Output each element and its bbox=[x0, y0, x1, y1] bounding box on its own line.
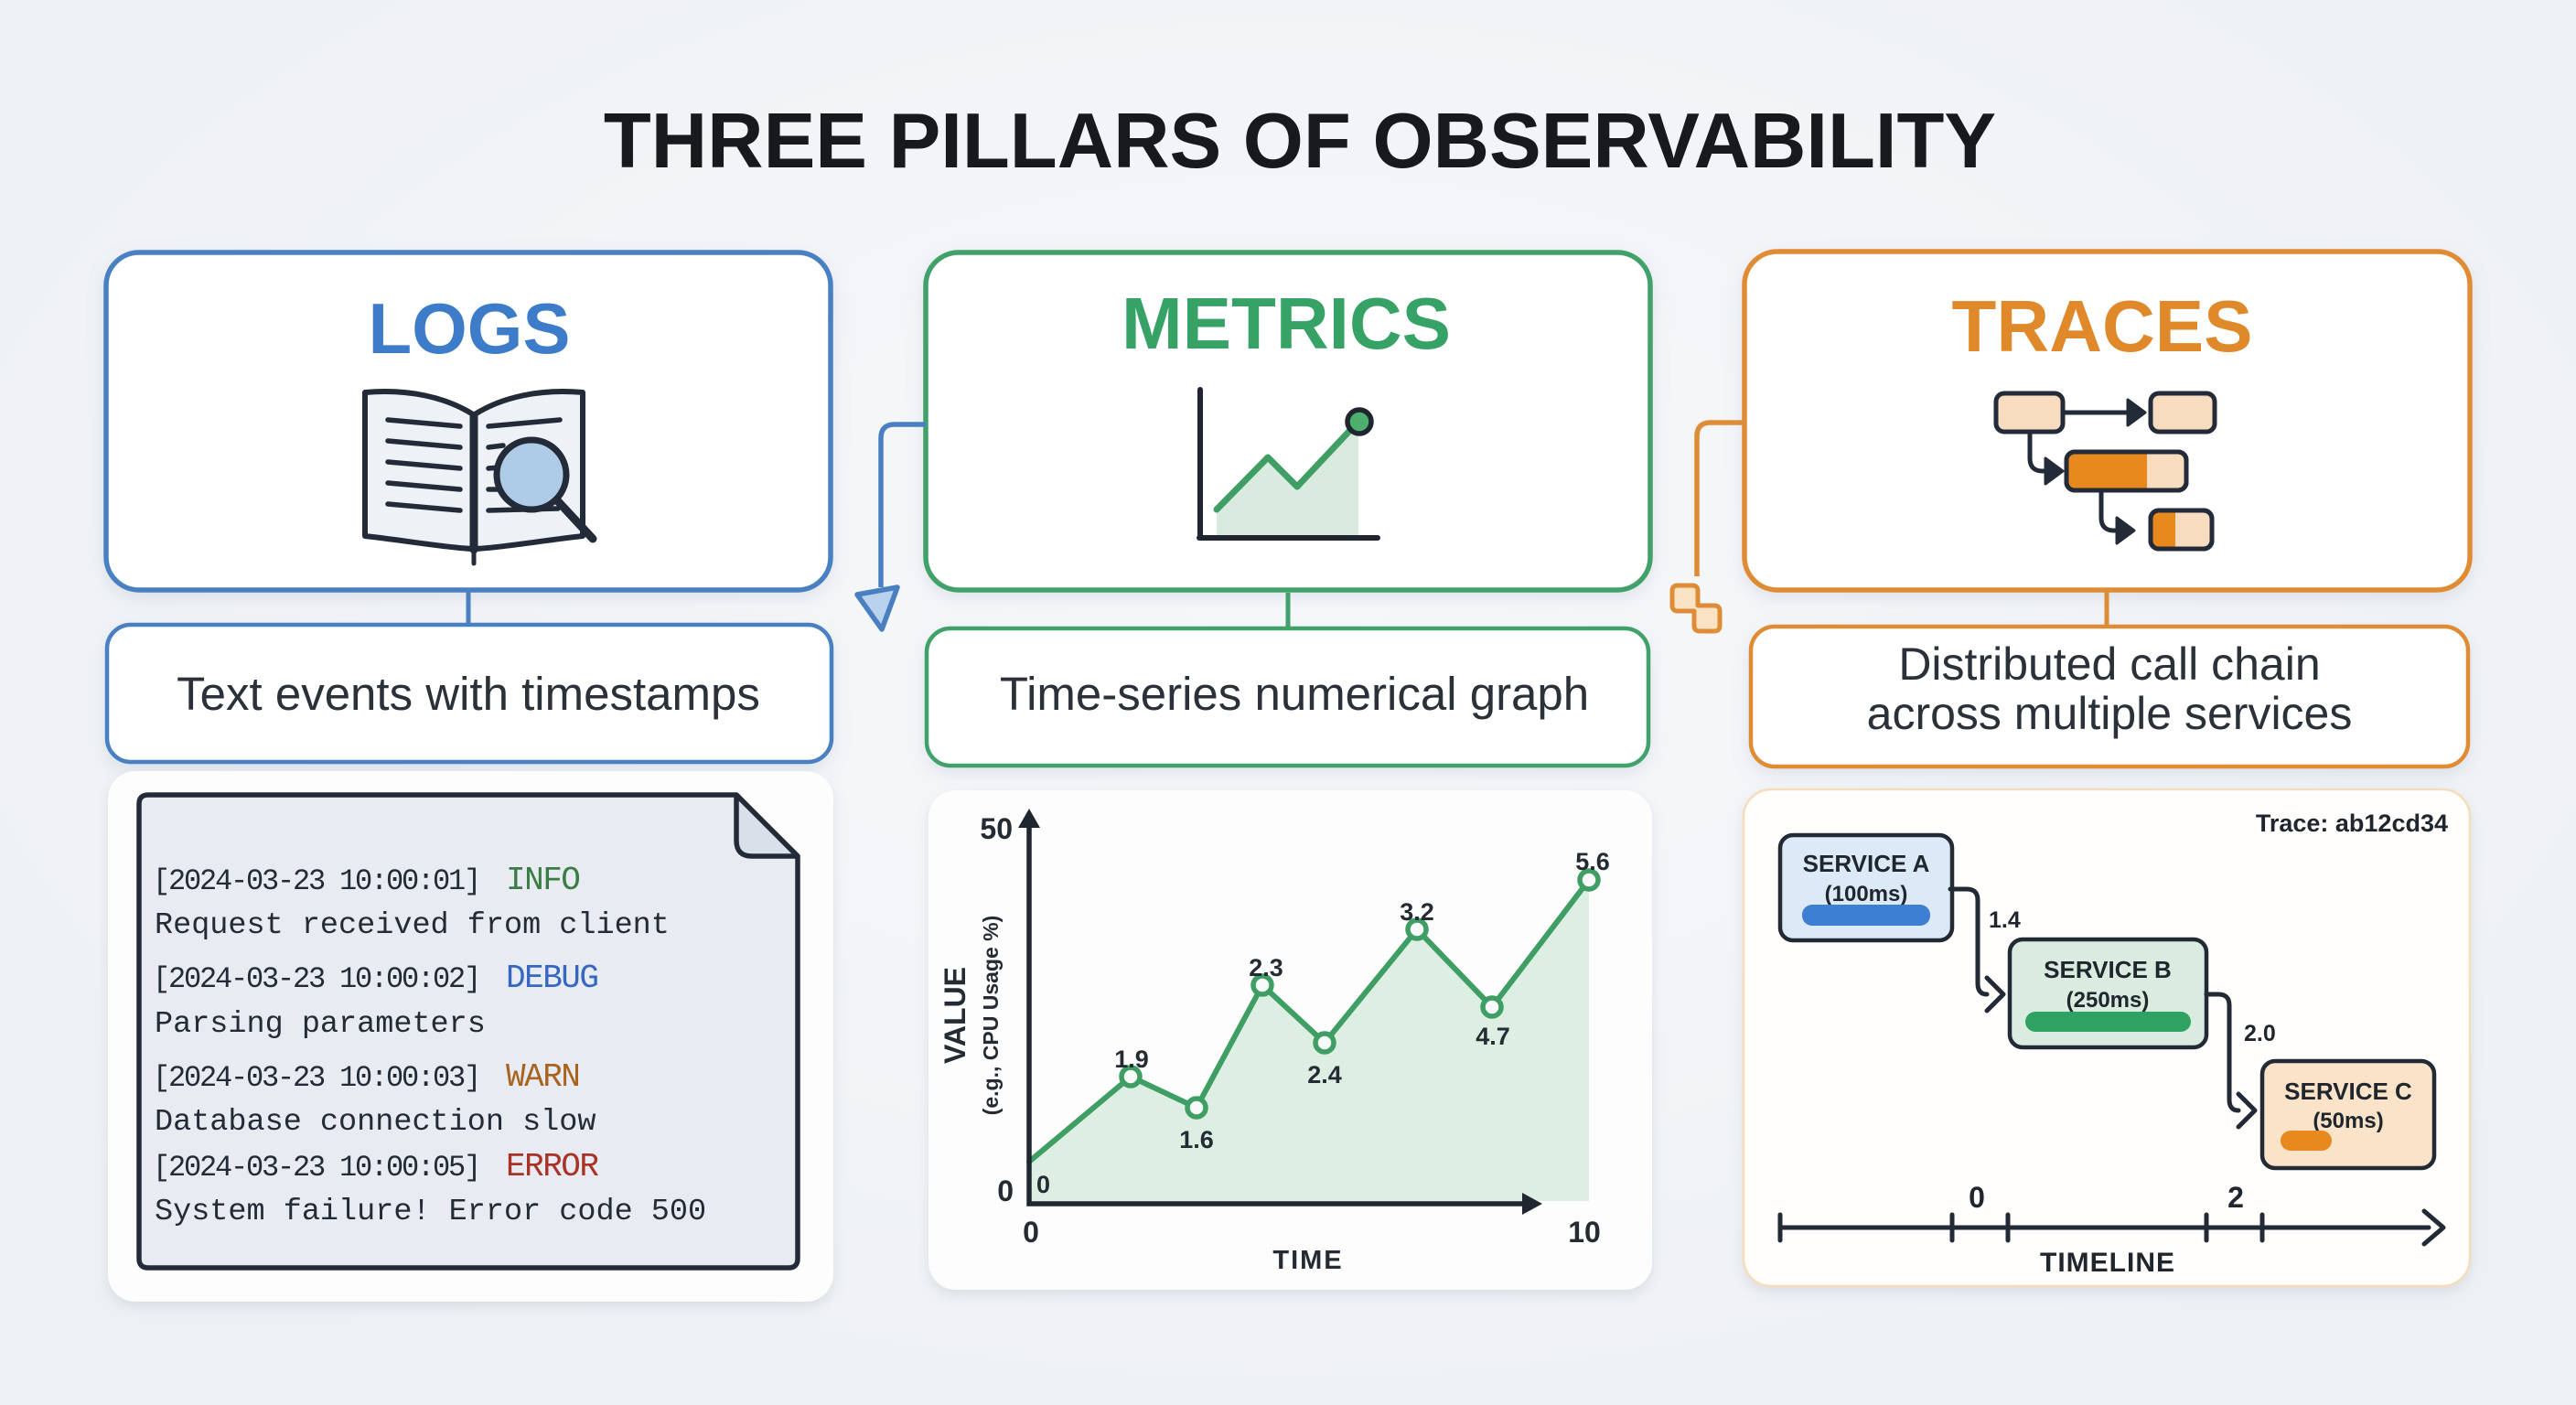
svg-text:4.7: 4.7 bbox=[1476, 1023, 1510, 1050]
svg-text:[2024-03-23 10:00:03]: [2024-03-23 10:00:03] bbox=[153, 1061, 479, 1095]
svg-text:TIMELINE: TIMELINE bbox=[2040, 1248, 2175, 1278]
svg-text:1.9: 1.9 bbox=[1114, 1046, 1149, 1073]
svg-text:(50ms): (50ms) bbox=[2313, 1109, 2383, 1133]
svg-text:Text events with timestamps: Text events with timestamps bbox=[177, 668, 760, 720]
svg-text:LOGS: LOGS bbox=[368, 288, 570, 369]
svg-text:2.3: 2.3 bbox=[1249, 954, 1283, 981]
svg-text:VALUE: VALUE bbox=[939, 967, 971, 1064]
svg-text:2: 2 bbox=[2227, 1181, 2244, 1214]
svg-text:5.6: 5.6 bbox=[1575, 848, 1610, 875]
svg-text:THREE PILLARS OF OBSERVABILITY: THREE PILLARS OF OBSERVABILITY bbox=[604, 98, 1996, 185]
svg-text:across multiple services: across multiple services bbox=[1867, 688, 2353, 739]
svg-text:SERVICE C: SERVICE C bbox=[2284, 1078, 2412, 1105]
svg-text:System failure! Error code 500: System failure! Error code 500 bbox=[155, 1195, 706, 1229]
svg-text:DEBUG: DEBUG bbox=[506, 960, 598, 997]
svg-text:Database connection slow: Database connection slow bbox=[155, 1105, 596, 1140]
svg-text:SERVICE A: SERVICE A bbox=[1803, 850, 1930, 877]
svg-text:Parsing parameters: Parsing parameters bbox=[155, 1007, 486, 1042]
svg-text:0: 0 bbox=[1023, 1216, 1039, 1249]
svg-text:Trace: ab12cd34: Trace: ab12cd34 bbox=[2256, 810, 2448, 837]
svg-text:50: 50 bbox=[980, 812, 1013, 845]
svg-text:Time-series numerical graph: Time-series numerical graph bbox=[1000, 668, 1589, 720]
svg-text:[2024-03-23 10:00:05]: [2024-03-23 10:00:05] bbox=[153, 1151, 479, 1185]
svg-text:2.4: 2.4 bbox=[1307, 1061, 1342, 1089]
svg-text:[2024-03-23 10:00:01]: [2024-03-23 10:00:01] bbox=[153, 864, 479, 898]
svg-text:WARN: WARN bbox=[506, 1058, 579, 1096]
svg-text:Distributed call chain: Distributed call chain bbox=[1898, 638, 2320, 690]
svg-text:2.0: 2.0 bbox=[2244, 1021, 2276, 1046]
svg-text:3.2: 3.2 bbox=[1400, 898, 1434, 926]
svg-text:10: 10 bbox=[1568, 1216, 1601, 1249]
svg-text:(100ms): (100ms) bbox=[1825, 882, 1908, 906]
svg-text:1.6: 1.6 bbox=[1179, 1126, 1214, 1153]
svg-text:(250ms): (250ms) bbox=[2066, 988, 2150, 1013]
svg-text:0: 0 bbox=[997, 1174, 1014, 1207]
svg-text:1.4: 1.4 bbox=[1989, 907, 2021, 933]
svg-text:ERROR: ERROR bbox=[506, 1148, 598, 1185]
svg-text:0: 0 bbox=[1036, 1171, 1050, 1198]
svg-text:TRACES: TRACES bbox=[1952, 285, 2253, 367]
svg-text:METRICS: METRICS bbox=[1122, 283, 1451, 364]
svg-text:0: 0 bbox=[1969, 1181, 1985, 1214]
svg-text:Request received from client: Request received from client bbox=[155, 908, 670, 943]
svg-text:INFO: INFO bbox=[506, 862, 579, 899]
svg-text:SERVICE B: SERVICE B bbox=[2044, 956, 2172, 983]
svg-text:[2024-03-23 10:00:02]: [2024-03-23 10:00:02] bbox=[153, 962, 479, 996]
svg-text:TIME: TIME bbox=[1272, 1246, 1343, 1275]
svg-text:(e.g., CPU Usage %): (e.g., CPU Usage %) bbox=[979, 916, 1003, 1116]
